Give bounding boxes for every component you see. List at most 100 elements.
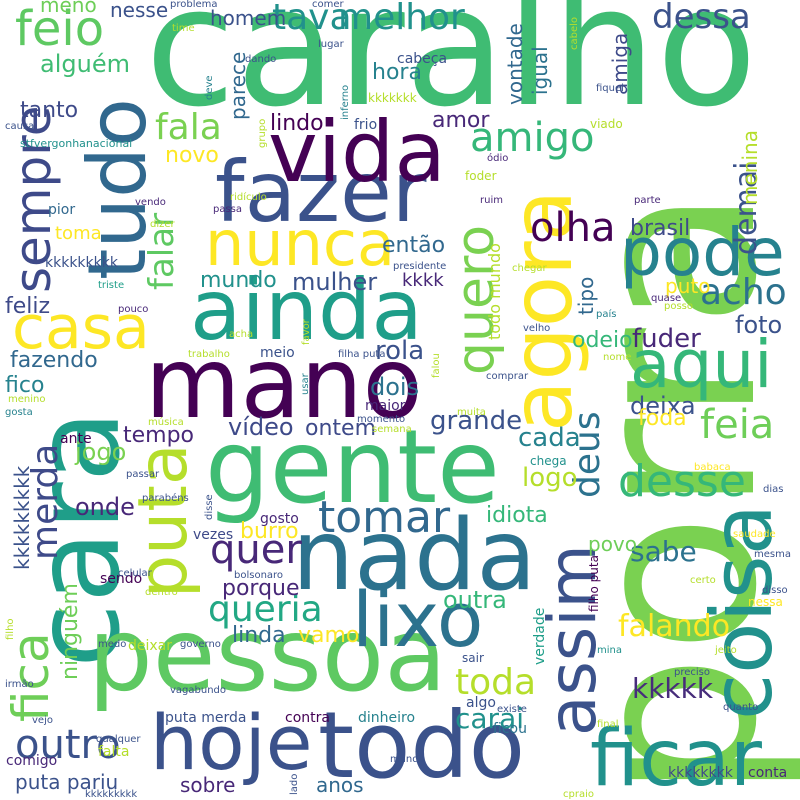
word-vontade: vontade: [503, 23, 527, 105]
word-chega: chega: [530, 454, 567, 468]
word-puta-pariu: puta pariu: [15, 770, 119, 794]
word-odio: ódio: [487, 153, 509, 164]
word-nada: nada: [292, 499, 537, 613]
word-foto: foto: [735, 311, 783, 339]
word-kkkk: kkkk: [402, 270, 444, 291]
word-causa: causa: [5, 121, 35, 132]
word-vezes: vezes: [193, 527, 234, 543]
word-fuder: fuder: [632, 324, 701, 354]
word-puto: puto: [665, 274, 711, 298]
word-igual: igual: [528, 46, 552, 95]
word-hora: hora: [372, 60, 422, 85]
word-dando: dando: [245, 54, 277, 65]
word-cabelo: cabelo: [569, 16, 580, 50]
word-deixar: deixar: [128, 638, 173, 654]
word-jeito: jeito: [715, 645, 737, 656]
word-anos: anos: [316, 773, 364, 797]
word-odeio: odeio: [572, 328, 633, 353]
word-sair: sair: [462, 651, 484, 665]
word-tanto: tanto: [20, 98, 79, 123]
word-novo: novo: [165, 143, 219, 168]
word-ontem: ontem: [305, 416, 376, 441]
word-conta: conta: [748, 765, 788, 781]
word-babaca: babaca: [694, 462, 731, 473]
word-ninguem: ninguém: [58, 583, 83, 680]
word-acha: acha: [229, 329, 254, 340]
word-vagabundo: vagabundo: [170, 685, 227, 696]
word-ridiculo: ridículo: [230, 192, 267, 203]
word-hoje: hoje: [150, 698, 313, 787]
word-cada: cada: [518, 423, 581, 453]
word-vamo: vamo: [298, 623, 360, 648]
word-lixo: lixo: [352, 575, 484, 664]
word-queria: queria: [208, 589, 323, 630]
word-kkkkkkkk: kkkkkkkk: [668, 765, 733, 781]
word-comprar: comprar: [486, 371, 529, 382]
word-menino: menino: [8, 394, 46, 405]
word-ficar: ficar: [590, 714, 762, 800]
word-quase: quase: [651, 293, 682, 304]
word-grupo: grupo: [257, 118, 268, 148]
word-pais: país: [596, 309, 617, 320]
word-kkkkkkkkk-3: kkkkkkkkk: [85, 789, 138, 800]
word-feio: feio: [15, 1, 105, 57]
word-usar: usar: [300, 373, 311, 395]
word-kkkkkkkkk: kkkkkkkkk: [10, 465, 34, 570]
word-comigo: comigo: [6, 753, 58, 769]
word-celular: celular: [118, 568, 152, 579]
word-grande: grande: [430, 406, 523, 436]
word-tomar: tomar: [318, 492, 451, 543]
word-outra: outra: [443, 586, 507, 614]
word-fica: fica: [2, 632, 60, 722]
word-bolsonaro: bolsonaro: [234, 570, 284, 581]
word-nessa: nessa: [748, 595, 783, 609]
word-algo: algo: [466, 695, 496, 711]
word-lindo: lindo: [270, 111, 324, 136]
word-quanto: quanto: [723, 702, 759, 713]
word-disso: disso: [762, 585, 788, 596]
word-vendo: vendo: [135, 197, 166, 208]
word-gosto: gosto: [260, 511, 299, 527]
word-tipo: tipo: [574, 276, 598, 315]
word-time: time: [172, 23, 195, 34]
word-caralho: caralho: [145, 0, 758, 143]
word-amigo: amigo: [470, 115, 595, 161]
word-favor: favor: [301, 319, 312, 345]
word-falou: falou: [431, 353, 442, 378]
word-parte: parte: [634, 195, 661, 206]
word-trabalho: trabalho: [188, 349, 230, 360]
word-muita: muita: [457, 407, 486, 418]
word-pior: pior: [48, 202, 76, 218]
word-passa: passa: [213, 204, 243, 215]
word-triste: triste: [98, 280, 125, 291]
word-tava: tava: [272, 0, 352, 38]
word-sobre: sobre: [180, 773, 236, 797]
word-existe: existe: [497, 704, 527, 715]
word-fico: fico: [5, 373, 45, 398]
word-vejo: vejo: [32, 715, 53, 726]
word-chegar: chegar: [512, 263, 547, 274]
word-meno: meno: [40, 0, 97, 17]
word-lado: lado: [289, 773, 300, 795]
word-linda: linda: [232, 623, 286, 648]
word-alguem: alguém: [40, 50, 130, 78]
word-mina: mina: [597, 645, 622, 656]
word-ruim: ruim: [480, 195, 503, 206]
word-mesma: mesma: [754, 549, 791, 560]
word-certo: certo: [690, 575, 716, 586]
word-melhor: melhor: [338, 0, 465, 38]
word-nome: nome: [603, 352, 632, 363]
word-verdade: verdade: [532, 607, 548, 665]
word-nunca: nunca: [205, 207, 395, 280]
word-dinheiro: dinheiro: [358, 710, 416, 726]
word-onde: onde: [75, 493, 135, 521]
word-fazer: fazer: [215, 143, 427, 241]
word-viado: viado: [590, 117, 623, 131]
word-manda: manda: [390, 754, 425, 765]
word-desse: desse: [618, 456, 746, 507]
word-burro: burro: [240, 519, 299, 544]
word-carai: carai: [455, 702, 525, 735]
word-idiota: idiota: [486, 503, 548, 528]
word-posso: posso: [664, 301, 694, 312]
